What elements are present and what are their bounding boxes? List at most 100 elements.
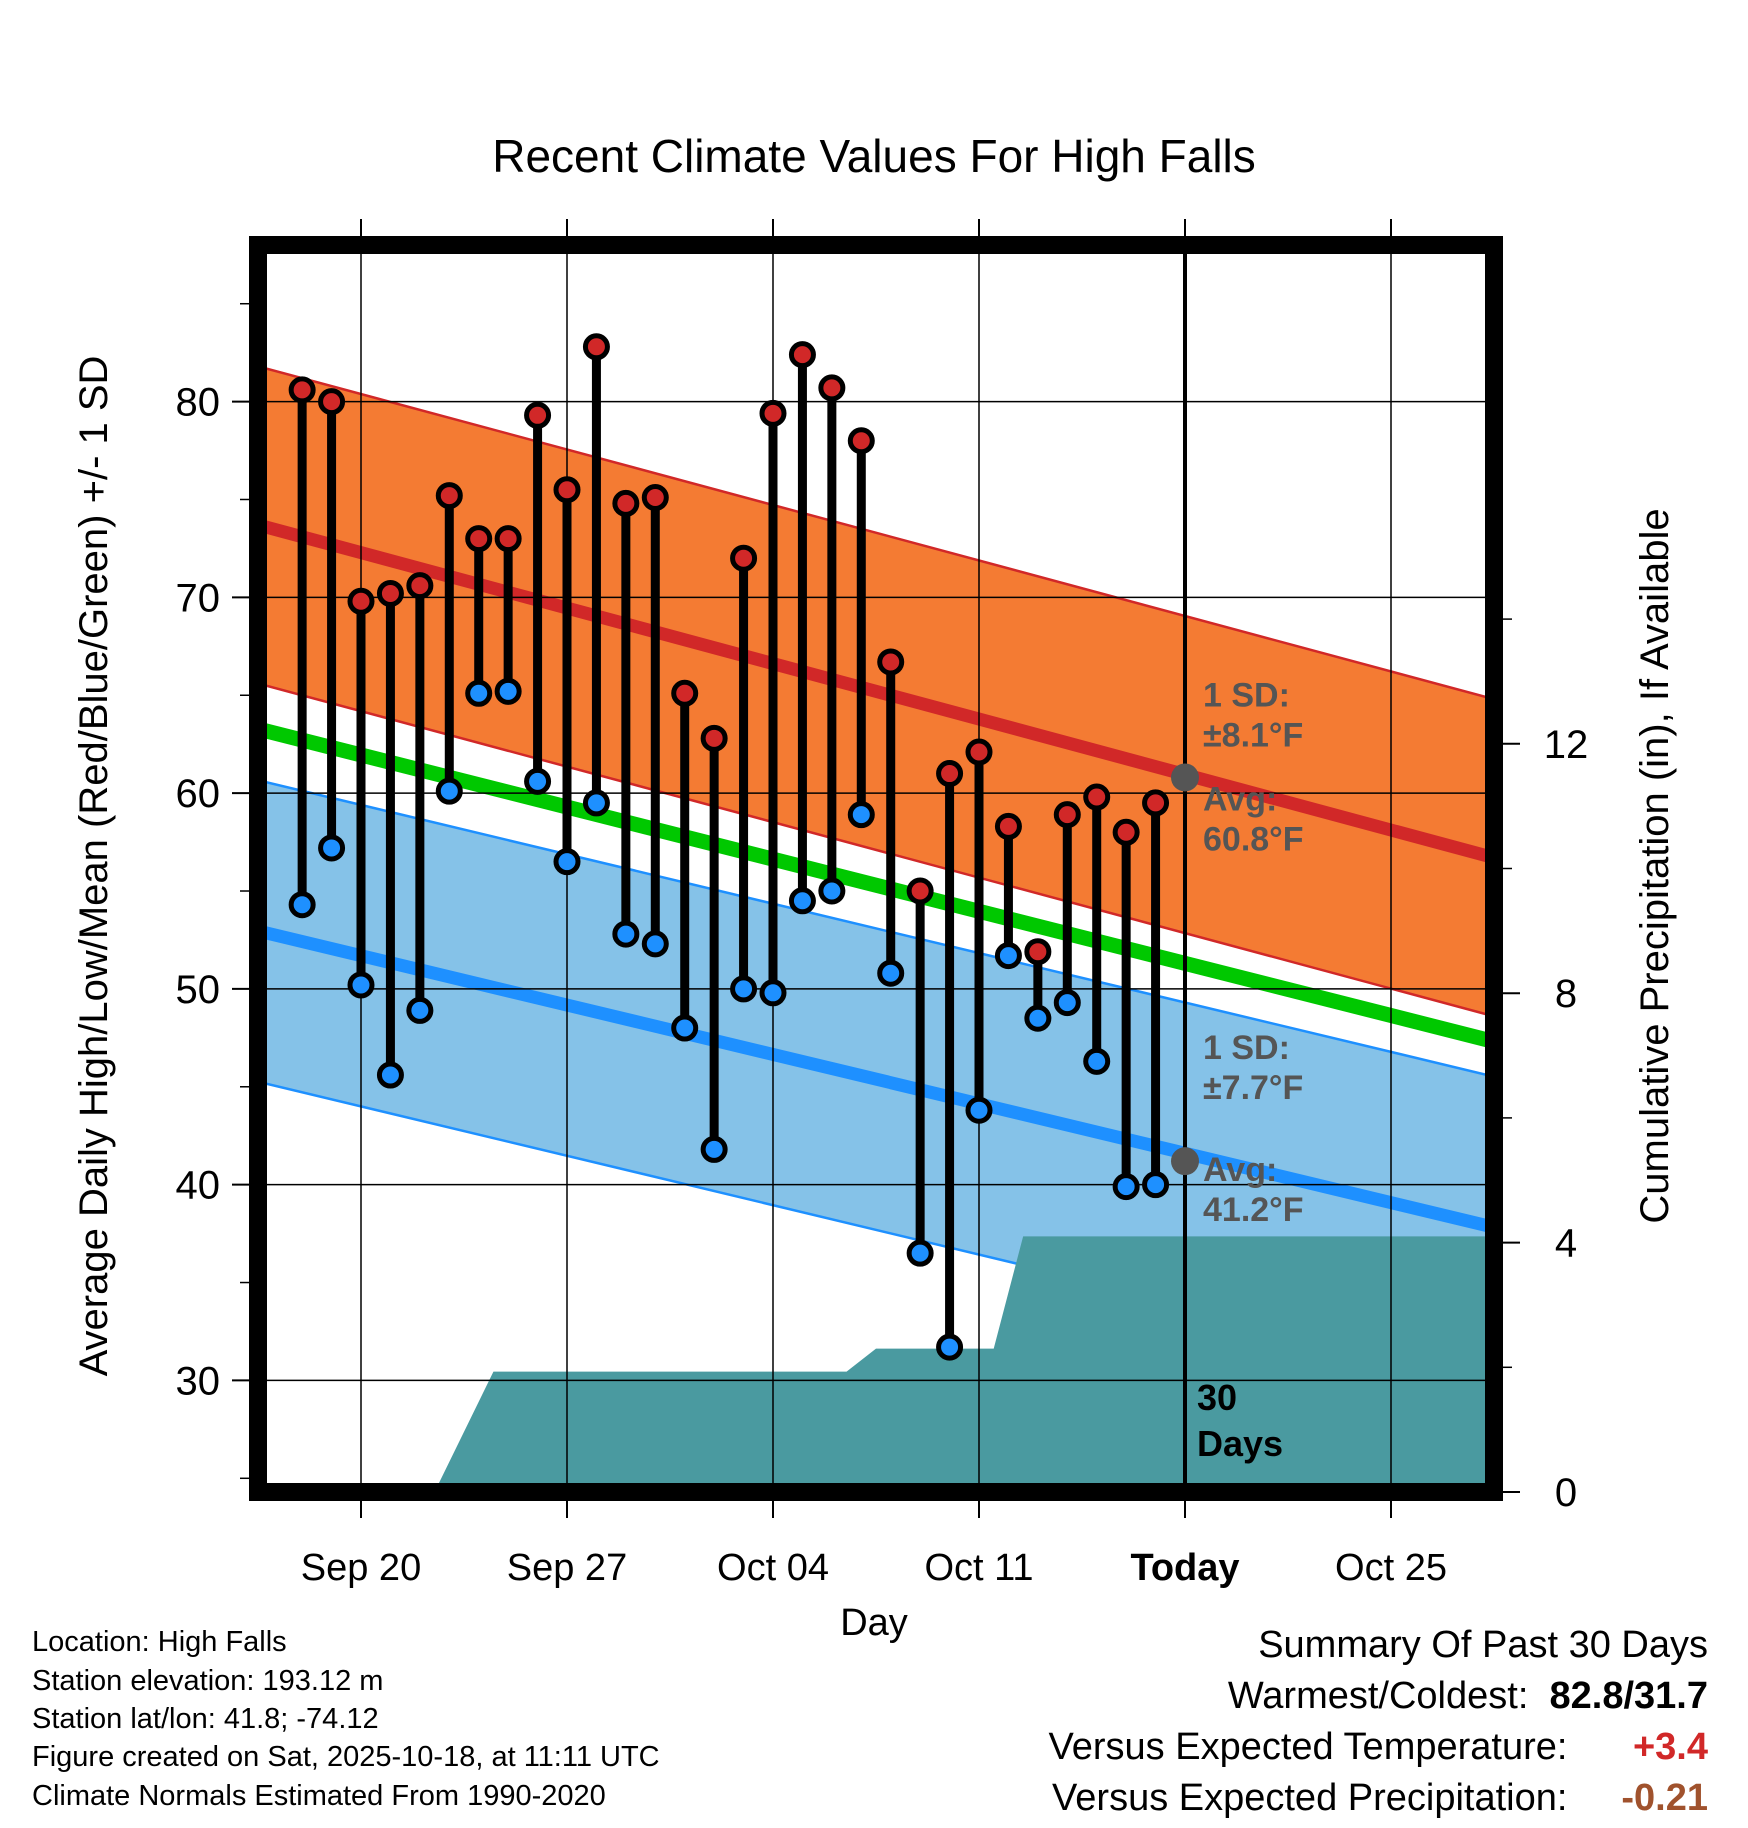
daily-low-point (1053, 989, 1081, 1017)
y-tick-label: 40 (176, 1164, 221, 1208)
footer-location: Location: High Falls (32, 1626, 287, 1658)
daily-high-point (435, 482, 463, 510)
x-tick-label: Today (1130, 1547, 1239, 1589)
daily-low-point (1024, 1004, 1052, 1032)
daily-low-point (376, 1061, 404, 1089)
daily-high-point (1053, 801, 1081, 829)
high-sd-label: 1 SD: (1203, 677, 1290, 715)
daily-high-point (1142, 789, 1170, 817)
temperature-value: +3.4 (1632, 1726, 1708, 1768)
daily-high-point (994, 812, 1022, 840)
y-tick-label: 60 (176, 772, 221, 816)
daily-high-point (494, 525, 522, 553)
daily-low-point (318, 834, 346, 862)
today-avg-low-marker (1171, 1147, 1199, 1176)
low-avg-label: Avg: (1203, 1151, 1277, 1189)
x-tick-label: Oct 11 (924, 1547, 1033, 1589)
normal-low-band-upper-edge (258, 778, 1494, 1078)
y-tick-label: 70 (176, 576, 221, 620)
y2-tick-label: 12 (1544, 723, 1589, 767)
daily-high-point (700, 724, 728, 752)
daily-low-point (1083, 1047, 1111, 1075)
daily-high-point (671, 679, 699, 707)
summary-warmest-coldest: Warmest/Coldest: 82.8/31.7 (1228, 1671, 1708, 1721)
daily-low-point (936, 1333, 964, 1361)
high-avg-label: Avg: (1203, 781, 1277, 819)
summary-precipitation: Versus Expected Precipitation: -0.21 (1052, 1773, 1708, 1823)
plot-clip-group (258, 365, 1494, 1492)
daily-high-point (965, 738, 993, 766)
daily-low-point (641, 930, 669, 958)
daily-low-point (524, 767, 552, 795)
daily-high-point (465, 525, 493, 553)
daily-high-point (847, 427, 875, 455)
daily-high-point (788, 341, 816, 369)
x-axis-label: Day (840, 1602, 908, 1644)
y-tick-label: 50 (176, 968, 221, 1012)
warmest-coldest-label: Warmest/Coldest: (1227, 1675, 1529, 1717)
footer-elevation: Station elevation: 193.12 m (32, 1665, 384, 1697)
x-tick-label: Sep 20 (301, 1547, 421, 1589)
footer-normals: Climate Normals Estimated From 1990-2020 (32, 1780, 606, 1812)
low-avg-label: 41.2°F (1203, 1191, 1304, 1229)
daily-high-point (877, 648, 905, 676)
daily-low-point (465, 679, 493, 707)
precipitation-value: -0.21 (1621, 1777, 1708, 1819)
daily-high-point (612, 489, 640, 517)
daily-low-point (494, 677, 522, 705)
period-label: Days (1197, 1423, 1283, 1464)
daily-high-point (818, 374, 846, 402)
daily-low-point (435, 777, 463, 805)
low-sd-label: 1 SD: (1203, 1029, 1290, 1067)
daily-low-point (877, 959, 905, 987)
daily-high-point (553, 476, 581, 504)
daily-low-point (1142, 1171, 1170, 1199)
daily-high-point (936, 760, 964, 788)
daily-high-point (288, 376, 316, 404)
summary-temperature: Versus Expected Temperature: +3.4 (1049, 1722, 1708, 1772)
low-sd-label: ±7.7°F (1203, 1069, 1303, 1107)
daily-low-point (730, 975, 758, 1003)
daily-low-point (671, 1014, 699, 1042)
temperature-label: Versus Expected Temperature: (1048, 1726, 1568, 1768)
daily-high-point (759, 399, 787, 427)
daily-high-point (376, 579, 404, 607)
daily-low-point (965, 1096, 993, 1124)
high-avg-label: 60.8°F (1203, 821, 1304, 859)
daily-high-point (524, 401, 552, 429)
daily-high-point (1112, 818, 1140, 846)
today-avg-high-marker (1171, 763, 1199, 792)
plot-frame (249, 236, 1503, 1501)
daily-low-point (700, 1135, 728, 1163)
daily-low-point (818, 877, 846, 905)
normal-high-band-upper-edge (258, 365, 1494, 701)
y-tick-label: 30 (176, 1359, 221, 1403)
footer-created: Figure created on Sat, 2025-10-18, at 11… (32, 1741, 660, 1773)
normal-high-line (258, 518, 1494, 865)
normal-low-line (258, 924, 1494, 1234)
daily-low-point (994, 942, 1022, 970)
daily-low-point (406, 996, 434, 1024)
footer-latlon: Station lat/lon: 41.8; -74.12 (32, 1703, 379, 1735)
y2-axis-label: Cumulative Precipitation (in), If Availa… (1633, 508, 1677, 1223)
daily-high-point (347, 587, 375, 615)
chart-title: Recent Climate Values For High Falls (492, 130, 1256, 182)
summary-title: Summary Of Past 30 Days (1258, 1624, 1708, 1666)
precipitation-label: Versus Expected Precipitation: (1052, 1777, 1568, 1819)
daily-high-point (318, 388, 346, 416)
daily-low-point (582, 789, 610, 817)
daily-low-point (906, 1239, 934, 1267)
y2-tick-label: 4 (1555, 1222, 1577, 1266)
daily-high-point (906, 877, 934, 905)
daily-low-point (847, 801, 875, 829)
period-label: 30 (1197, 1377, 1237, 1418)
normal-high-band-lower-edge (258, 682, 1494, 1018)
y2-tick-label: 0 (1555, 1471, 1577, 1515)
precipitation-area (258, 1236, 1494, 1492)
daily-high-point (730, 544, 758, 572)
y-tick-label: 80 (176, 381, 221, 425)
daily-low-point (1112, 1173, 1140, 1201)
daily-high-point (582, 333, 610, 361)
daily-high-point (641, 484, 669, 512)
